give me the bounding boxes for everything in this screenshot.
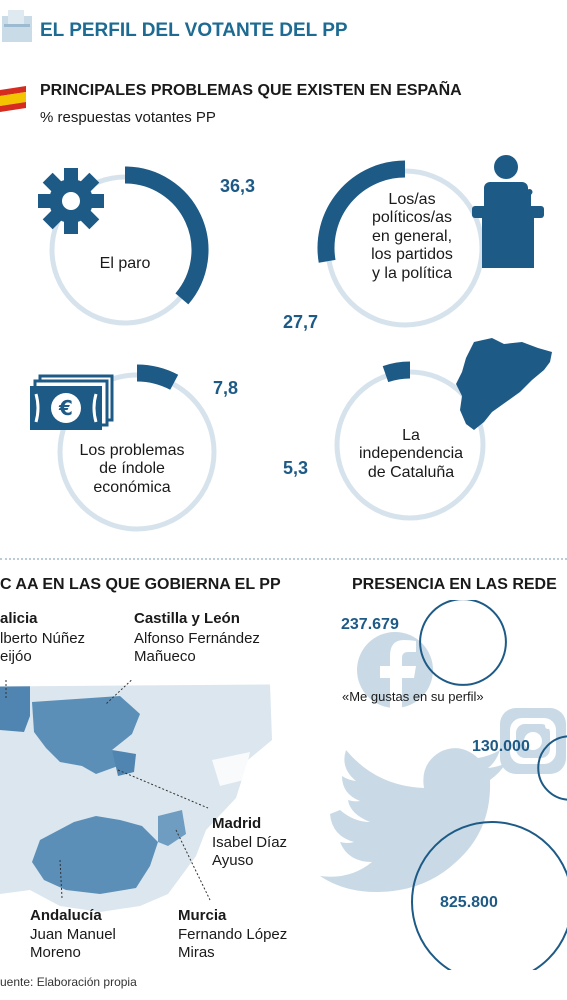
facebook-icon	[357, 632, 433, 710]
page-title: EL PERFIL DEL VOTANTE DEL PP	[40, 20, 348, 41]
donut-label-line: El paro	[99, 255, 151, 272]
problems-donut-chart	[49, 160, 486, 532]
social-title: PRESENCIA EN LAS REDE	[352, 576, 557, 593]
region-president-line: Ayuso	[212, 852, 254, 869]
section-divider	[0, 558, 567, 560]
spain-flag-icon	[0, 86, 28, 112]
region-president-line: Mañueco	[134, 648, 196, 665]
likes-note: «Me gustas en su perfil»	[342, 689, 484, 704]
region-castilla-leon-shape	[32, 696, 140, 774]
spain-regions-map	[0, 680, 272, 912]
region-galicia-name: alicia	[0, 610, 38, 627]
donut-label: Los/as políticos/as en general, los partido…	[347, 191, 477, 283]
source-note: uente: Elaboración propia	[0, 975, 137, 989]
donut-arc	[136, 364, 179, 390]
donut-label-line: Los/as	[388, 191, 436, 208]
donut-value: 7,8	[213, 378, 239, 398]
social-bubble	[419, 600, 507, 686]
donut-value: 36,3	[220, 176, 256, 196]
donut-label: Los problemas de índole económica	[60, 442, 204, 497]
svg-text:€: €	[58, 396, 73, 420]
region-president-line: Alfonso Fernández	[134, 630, 260, 647]
catalonia-map-icon	[456, 338, 552, 430]
social-bubble	[411, 821, 567, 970]
ballot-box-icon	[0, 6, 40, 46]
region-murcia-name: Murcia	[178, 907, 227, 924]
region-president-line: lberto Núñez	[0, 630, 86, 647]
region-madrid-name: Madrid	[212, 815, 262, 832]
euro-banknotes-icon: €	[30, 374, 114, 430]
region-president-line: Miras	[178, 944, 215, 961]
donut-label: La independencia de Cataluña	[341, 427, 481, 482]
region-president-line: Juan Manuel	[30, 926, 116, 943]
donut-arc	[317, 160, 406, 263]
region-castilla-leon-name: Castilla y León	[134, 610, 240, 627]
region-madrid-president: Isabel Díaz Ayuso	[212, 834, 287, 870]
region-president-line: eijóo	[0, 648, 32, 665]
social-bubble-chart	[320, 600, 567, 970]
problems-title: PRINCIPALES PROBLEMAS QUE EXISTEN EN ESP…	[40, 82, 462, 99]
region-galicia-shape	[0, 686, 30, 732]
donut-label-line: de índole	[99, 460, 165, 478]
region-murcia-president: Fernando López Miras	[178, 926, 287, 962]
region-president-line: Fernando López	[178, 926, 288, 943]
instagram-value: 130.000	[472, 738, 530, 755]
region-president-line: Isabel Díaz	[212, 834, 288, 851]
instagram-icon	[500, 708, 566, 774]
donut-label-line: políticos/as	[371, 209, 453, 227]
donut-value: 5,3	[283, 458, 309, 478]
regions-title: C AA EN LAS QUE GOBIERNA EL PP	[0, 576, 281, 593]
donut-label-line: de Cataluña	[367, 463, 455, 481]
donut-label-line: La	[402, 427, 420, 444]
region-madrid-shape	[112, 750, 136, 776]
social-bubble	[537, 735, 567, 801]
region-castilla-leon-president: Alfonso Fernández Mañueco	[134, 630, 260, 666]
gear-icon	[38, 168, 104, 234]
problems-subtitle: % respuestas votantes PP	[40, 109, 216, 126]
podium-speaker-icon	[472, 155, 544, 268]
donut-value: 27,7	[283, 312, 319, 332]
donut-label: El paro	[70, 255, 180, 273]
facebook-value: 237.679	[341, 616, 399, 633]
donut-arc	[124, 166, 209, 305]
region-andalucia-name: Andalucía	[30, 907, 102, 924]
region-galicia-president: lberto Núñez eijóo	[0, 630, 85, 666]
twitter-value: 825.800	[440, 894, 498, 911]
twitter-bird-icon	[320, 748, 506, 892]
donut-label-line: económica	[93, 478, 171, 496]
region-andalucia-president: Juan Manuel Moreno	[30, 926, 116, 962]
donut-label-line: en general,	[371, 227, 453, 245]
donut-arc	[382, 361, 411, 383]
region-andalucia-shape	[32, 816, 158, 894]
region-murcia-shape	[158, 810, 186, 846]
donut-label-line: independencia	[358, 445, 464, 463]
region-president-line: Moreno	[30, 944, 81, 961]
donut-label-line: los partidos	[371, 246, 453, 264]
donut-label-line: y la política	[371, 264, 453, 282]
donut-label-line: Los problemas	[79, 442, 185, 459]
